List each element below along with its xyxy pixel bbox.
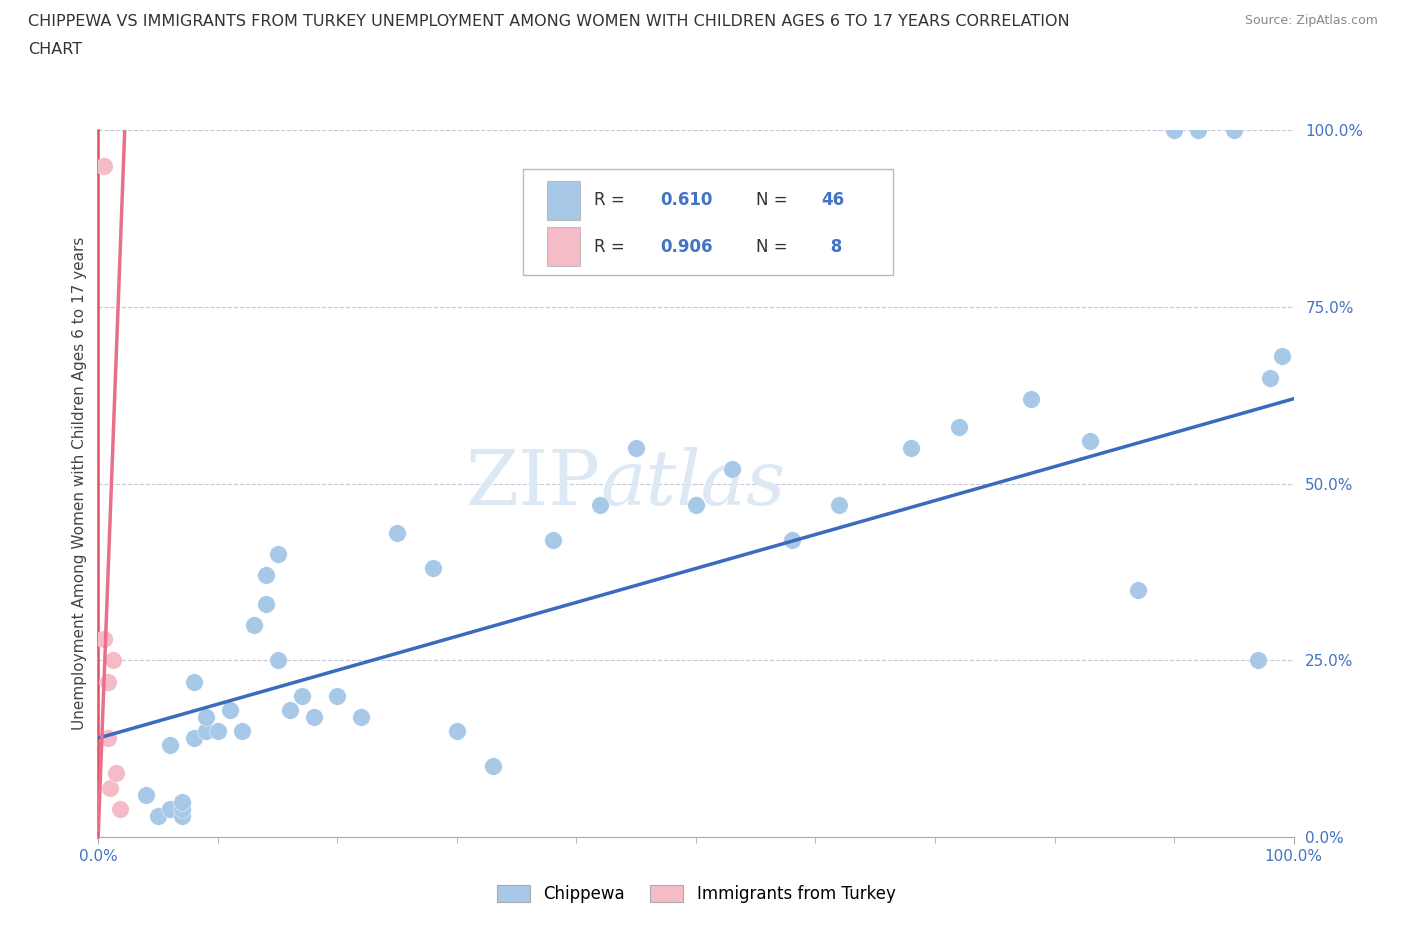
Point: [105, 766, 128, 781]
Text: CHART: CHART: [28, 42, 82, 57]
Text: Source: ZipAtlas.com: Source: ZipAtlas.com: [1244, 14, 1378, 27]
Point: [231, 724, 253, 738]
Point: [135, 787, 157, 802]
Point: [1080, 433, 1102, 448]
Point: [108, 802, 131, 817]
Point: [541, 533, 564, 548]
Point: [1271, 349, 1294, 364]
Point: [159, 802, 181, 817]
Point: [97, 731, 120, 746]
Point: [900, 441, 922, 456]
Point: [685, 498, 707, 512]
Text: N =: N =: [756, 238, 793, 256]
Text: N =: N =: [756, 192, 793, 209]
Point: [194, 724, 217, 738]
Point: [172, 808, 194, 823]
Point: [948, 419, 970, 434]
Text: ZIP: ZIP: [465, 446, 600, 521]
Point: [446, 724, 468, 738]
Point: [183, 731, 205, 746]
Text: 0.906: 0.906: [661, 238, 713, 256]
Point: [98, 780, 122, 795]
Legend: Chippewa, Immigrants from Turkey: Chippewa, Immigrants from Turkey: [489, 879, 903, 910]
Point: [721, 462, 744, 477]
Point: [1128, 582, 1150, 597]
Point: [589, 498, 612, 512]
Text: atlas: atlas: [600, 446, 786, 521]
Point: [624, 441, 647, 456]
Point: [183, 674, 205, 689]
Point: [172, 794, 194, 809]
Y-axis label: Unemployment Among Women with Children Ages 6 to 17 years: Unemployment Among Women with Children A…: [72, 237, 87, 730]
Point: [93, 631, 115, 646]
Point: [326, 688, 349, 703]
Point: [254, 596, 277, 611]
Point: [207, 724, 229, 738]
Point: [350, 710, 373, 724]
Point: [267, 653, 290, 668]
Point: [267, 547, 290, 562]
Text: CHIPPEWA VS IMMIGRANTS FROM TURKEY UNEMPLOYMENT AMONG WOMEN WITH CHILDREN AGES 6: CHIPPEWA VS IMMIGRANTS FROM TURKEY UNEMP…: [28, 14, 1070, 29]
Point: [93, 158, 115, 173]
Point: [290, 688, 312, 703]
Text: 46: 46: [821, 192, 845, 209]
Text: R =: R =: [595, 238, 630, 256]
FancyBboxPatch shape: [547, 180, 581, 219]
Point: [97, 674, 120, 689]
Point: [1258, 370, 1281, 385]
FancyBboxPatch shape: [523, 169, 893, 275]
Point: [219, 702, 242, 717]
Point: [1246, 653, 1268, 668]
Point: [828, 498, 851, 512]
Text: 8: 8: [825, 238, 842, 256]
Point: [172, 802, 194, 817]
Text: R =: R =: [595, 192, 630, 209]
Point: [422, 561, 444, 576]
Point: [148, 808, 170, 823]
Point: [780, 533, 803, 548]
Point: [1222, 123, 1246, 138]
Point: [194, 710, 217, 724]
Text: 0.610: 0.610: [661, 192, 713, 209]
Point: [254, 568, 277, 583]
Point: [278, 702, 301, 717]
Point: [481, 759, 505, 774]
Point: [159, 737, 181, 752]
Point: [1163, 123, 1185, 138]
Point: [385, 525, 409, 540]
Point: [1019, 392, 1042, 406]
Point: [243, 618, 266, 632]
Point: [101, 653, 124, 668]
Point: [302, 710, 325, 724]
Point: [1187, 123, 1209, 138]
FancyBboxPatch shape: [547, 228, 581, 266]
